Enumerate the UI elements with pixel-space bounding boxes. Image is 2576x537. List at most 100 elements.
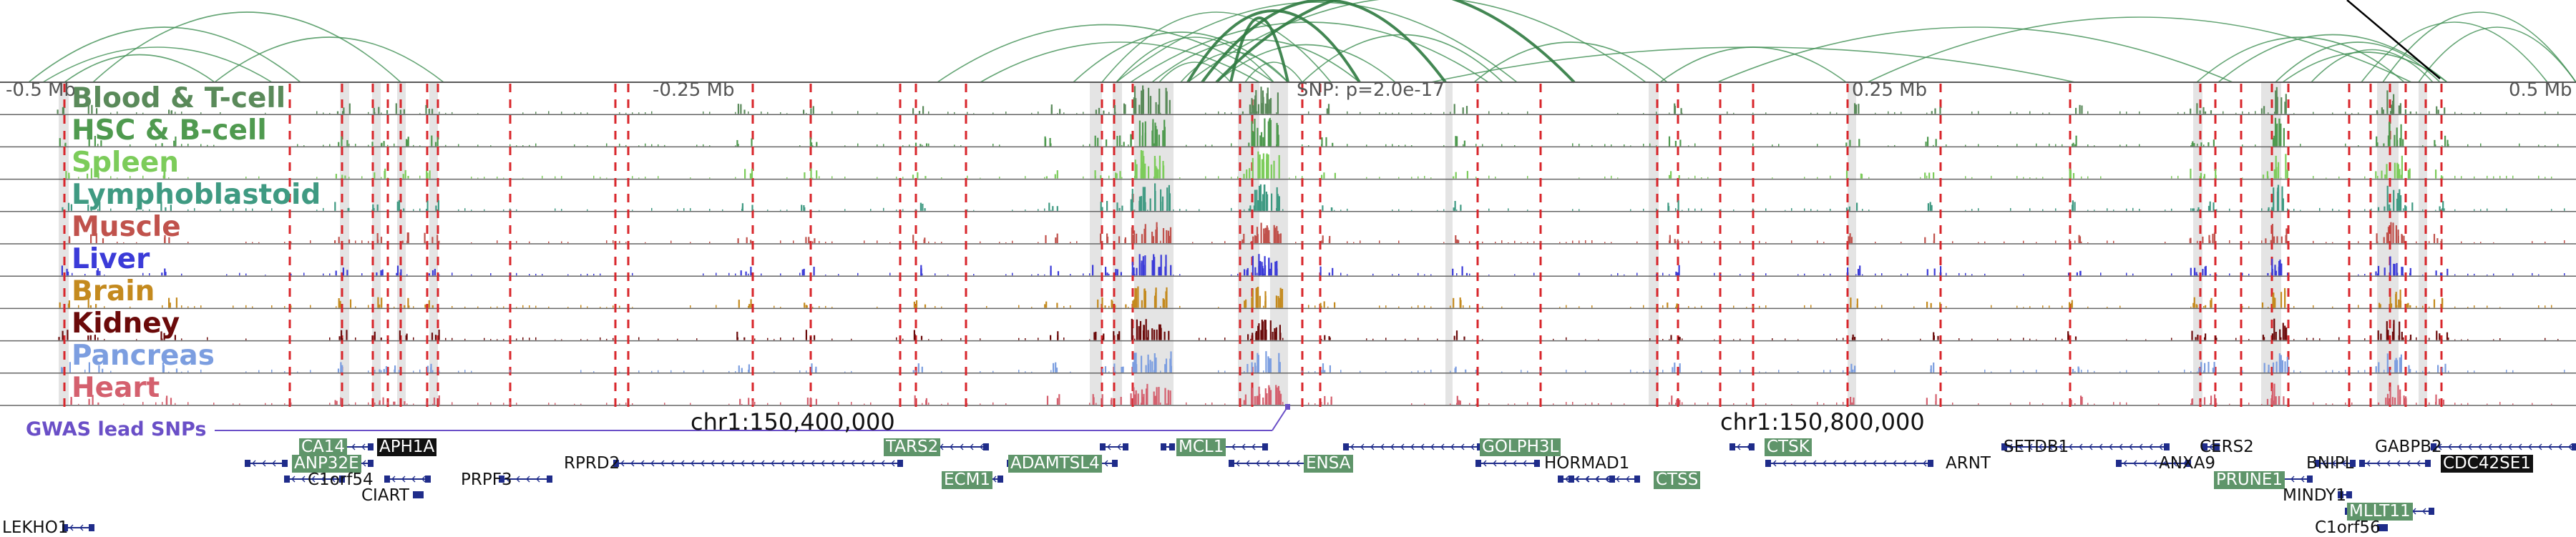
signal-peak: [1269, 320, 1272, 340]
gene-label[interactable]: ECM1: [942, 471, 993, 489]
signal-noise: [973, 113, 975, 114]
signal-peak: [2438, 398, 2441, 405]
gene-label[interactable]: ANXA9: [2159, 454, 2216, 473]
signal-noise: [1656, 306, 1657, 308]
signal-noise: [2319, 207, 2321, 211]
signal-noise: [2441, 208, 2443, 211]
strand-arrow: [1266, 460, 1270, 467]
signal-peak: [2407, 169, 2409, 179]
signal-peak: [2375, 271, 2377, 276]
gene-label[interactable]: CDC42SE1: [2441, 455, 2533, 473]
signal-peak: [429, 170, 431, 179]
signal-noise: [1669, 112, 1670, 114]
gene-label[interactable]: ARNT: [1946, 454, 1991, 473]
gene-label[interactable]: ADAMTSL4: [1008, 455, 1102, 473]
gene-label[interactable]: MINDY1: [2283, 486, 2346, 505]
signal-peak: [342, 267, 344, 276]
signal-noise: [935, 242, 936, 243]
signal-peak: [1138, 326, 1140, 340]
signal-noise: [561, 112, 562, 114]
signal-track: [61, 351, 2565, 373]
signal-peak: [2409, 267, 2411, 276]
gene-label[interactable]: CTSS: [1654, 471, 1701, 489]
signal-noise: [432, 272, 434, 276]
gene-label[interactable]: BNIPL: [2306, 454, 2354, 473]
gene-label[interactable]: PRPF3: [461, 471, 512, 489]
gene-label[interactable]: TARS2: [884, 438, 941, 456]
gene-label[interactable]: SETDB1: [2004, 438, 2069, 456]
gene-label[interactable]: HORMAD1: [1544, 454, 1630, 473]
signal-noise: [2345, 403, 2346, 405]
signal-noise: [941, 403, 942, 405]
signal-noise: [542, 274, 543, 276]
gene-label[interactable]: GOLPH3L: [1480, 438, 1561, 456]
signal-noise: [1347, 111, 1348, 114]
signal-peak: [2214, 394, 2216, 405]
signal-noise: [394, 143, 395, 147]
signal-track: [58, 318, 2559, 340]
gene-exon: [2350, 460, 2356, 467]
signal-noise: [2049, 305, 2050, 308]
gene-exon: [1100, 443, 1106, 450]
gene-label[interactable]: PRUNE1: [2214, 471, 2285, 489]
signal-peak: [87, 205, 89, 211]
signal-peak: [373, 207, 375, 211]
gene-label[interactable]: LEKHO1: [2, 518, 69, 537]
signal-peak: [1052, 206, 1054, 211]
signal-peak: [1166, 287, 1168, 308]
signal-noise: [960, 338, 962, 340]
gene-label[interactable]: ANP32E: [292, 455, 361, 473]
signal-peak: [2072, 369, 2074, 373]
strand-arrow: [291, 476, 296, 483]
signal-noise: [574, 403, 575, 405]
signal-noise: [1398, 144, 1400, 147]
gene-label[interactable]: C1orf54: [308, 471, 374, 489]
signal-noise: [1321, 305, 1322, 308]
signal-peak: [1927, 137, 1929, 147]
signal-peak: [1679, 337, 1681, 340]
signal-noise: [162, 338, 163, 340]
signal-noise: [1965, 176, 1966, 179]
strand-arrow: [2376, 460, 2381, 467]
signal-noise: [258, 370, 260, 373]
signal-noise: [1353, 242, 1355, 243]
loop-arc: [92, 11, 401, 83]
gene-label[interactable]: RPRD2: [564, 454, 620, 473]
gene-label[interactable]: ENSA: [1304, 455, 1353, 473]
signal-peak: [1252, 157, 1254, 179]
signal-peak: [1859, 265, 1861, 276]
gene-label[interactable]: CIART: [361, 486, 409, 505]
signal-peak: [2275, 332, 2277, 340]
loop-arc: [980, 41, 1260, 83]
signal-peak: [1278, 154, 1280, 179]
gene-label[interactable]: C1orf56: [2315, 518, 2381, 537]
gene-label[interactable]: CERS2: [2200, 438, 2254, 456]
signal-noise: [1488, 175, 1490, 179]
signal-peak: [1160, 189, 1162, 211]
gene-label[interactable]: CTSK: [1765, 438, 1812, 456]
signal-noise: [651, 370, 653, 373]
gene-label[interactable]: MLLT11: [2347, 503, 2413, 521]
signal-noise: [1102, 402, 1103, 405]
gene-label[interactable]: APH1A: [377, 438, 437, 456]
signal-peak: [1678, 336, 1680, 340]
signal-peak: [431, 305, 434, 308]
signal-peak: [2400, 174, 2402, 179]
signal-peak: [805, 330, 807, 340]
signal-peak: [2386, 90, 2389, 114]
signal-noise: [1244, 371, 1245, 373]
signal-peak: [1935, 139, 1937, 147]
gene-label[interactable]: MCL1: [1176, 438, 1226, 456]
signal-noise: [722, 209, 723, 211]
loop-arc: [1116, 36, 1274, 83]
signal-noise: [1740, 338, 1741, 340]
gene-label[interactable]: GABPB2: [2375, 438, 2442, 456]
signal-noise: [1669, 274, 1670, 276]
signal-peak: [335, 270, 337, 276]
signal-noise: [142, 175, 144, 179]
signal-peak: [1249, 104, 1251, 114]
signal-noise: [1965, 272, 1966, 276]
gene-label[interactable]: CA14: [299, 438, 348, 456]
signal-peak: [2442, 201, 2444, 211]
signal-noise: [2409, 370, 2411, 373]
